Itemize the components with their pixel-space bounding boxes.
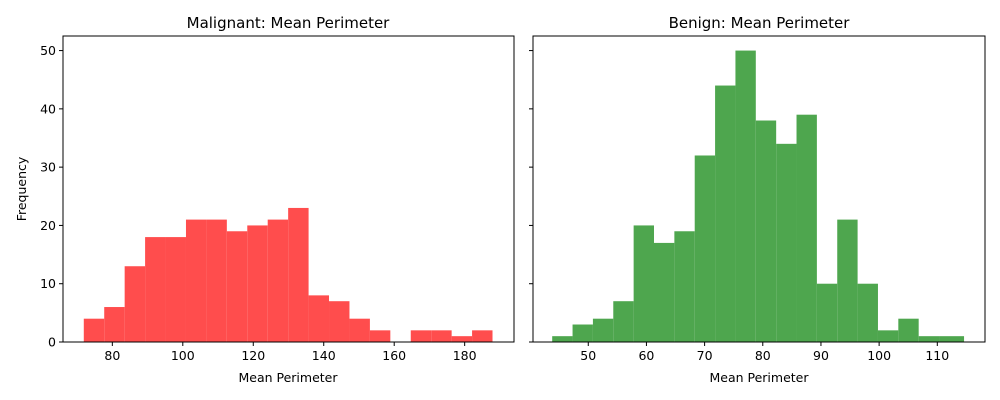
benign-x-tick-label-70: 70 <box>697 348 713 363</box>
benign-bar-8 <box>715 85 736 342</box>
benign-histogram-panel: Benign: Mean Perimeter Mean Perimeter 50… <box>529 14 986 385</box>
malignant-bar-14 <box>369 330 391 342</box>
malignant-x-tick-label-120: 120 <box>241 348 265 363</box>
malignant-bar-10 <box>288 207 309 342</box>
x-axis-label-malignant: Mean Perimeter <box>238 370 338 385</box>
malignant-bar-0 <box>83 318 105 342</box>
malignant-bar-5 <box>185 219 207 342</box>
malignant-x-tick-label-100: 100 <box>171 348 195 363</box>
malignant-bar-7 <box>226 231 248 342</box>
benign-bar-18 <box>918 336 940 342</box>
benign-bar-4 <box>633 225 654 342</box>
benign-bar-16 <box>877 330 899 342</box>
malignant-x-tick-label-140: 140 <box>312 348 336 363</box>
malignant-x-tick-label-80: 80 <box>104 348 120 363</box>
malignant-plot-frame <box>62 35 515 343</box>
malignant-bar-18 <box>451 336 473 342</box>
malignant-bar-1 <box>104 307 125 342</box>
benign-x-tick-label-90: 90 <box>813 348 829 363</box>
malignant-y-tick-label-10: 10 <box>40 276 56 291</box>
malignant-y-tick-label-0: 0 <box>48 335 56 350</box>
chart-title-malignant: Malignant: Mean Perimeter <box>187 14 391 32</box>
benign-bar-14 <box>837 219 858 342</box>
benign-x-tick-label-80: 80 <box>755 348 771 363</box>
benign-bars <box>552 50 965 342</box>
benign-bar-3 <box>613 301 634 342</box>
benign-bar-9 <box>735 50 756 342</box>
benign-x-tick-label-50: 50 <box>580 348 596 363</box>
benign-bar-10 <box>755 120 777 342</box>
malignant-bar-11 <box>308 295 330 342</box>
benign-ticks: 50 60 70 80 90 100 110 <box>529 50 949 363</box>
malignant-bar-8 <box>247 225 268 342</box>
benign-bar-5 <box>654 242 675 342</box>
malignant-bar-9 <box>267 219 289 342</box>
malignant-bar-17 <box>431 330 452 342</box>
malignant-bars <box>83 207 493 342</box>
malignant-y-tick-label-40: 40 <box>40 101 56 116</box>
malignant-bar-12 <box>329 301 350 342</box>
benign-bar-6 <box>674 231 695 342</box>
malignant-bar-19 <box>472 330 493 342</box>
benign-bar-2 <box>592 318 614 342</box>
benign-x-tick-label-60: 60 <box>638 348 654 363</box>
malignant-y-tick-label-50: 50 <box>40 43 56 58</box>
benign-x-tick-label-100: 100 <box>867 348 891 363</box>
benign-bar-0 <box>552 336 573 342</box>
benign-x-tick-label-110: 110 <box>925 348 949 363</box>
benign-bar-1 <box>572 324 593 342</box>
x-axis-label-benign: Mean Perimeter <box>709 370 809 385</box>
malignant-bar-16 <box>410 330 432 342</box>
benign-bar-7 <box>694 155 716 342</box>
benign-bar-11 <box>776 143 797 342</box>
malignant-bar-6 <box>206 219 227 342</box>
benign-bar-13 <box>816 283 838 342</box>
malignant-y-tick-label-20: 20 <box>40 218 56 233</box>
benign-bar-12 <box>796 114 817 342</box>
malignant-x-tick-label-180: 180 <box>453 348 477 363</box>
malignant-ticks: 80 100 120 140 160 180 0 10 20 30 40 50 <box>40 43 477 363</box>
malignant-y-tick-label-30: 30 <box>40 160 56 175</box>
malignant-bar-13 <box>349 318 370 342</box>
malignant-histogram-panel: Malignant: Mean Perimeter Mean Perimeter… <box>14 14 515 385</box>
chart-title-benign: Benign: Mean Perimeter <box>669 14 851 32</box>
malignant-bar-4 <box>165 237 186 342</box>
benign-bar-15 <box>857 283 878 342</box>
malignant-bar-3 <box>145 237 166 342</box>
malignant-x-tick-label-160: 160 <box>382 348 406 363</box>
benign-bar-19 <box>939 336 965 342</box>
benign-bar-17 <box>898 318 919 342</box>
benign-plot-frame <box>532 35 986 343</box>
malignant-bar-2 <box>124 266 146 342</box>
y-axis-label: Frequency <box>14 156 29 221</box>
